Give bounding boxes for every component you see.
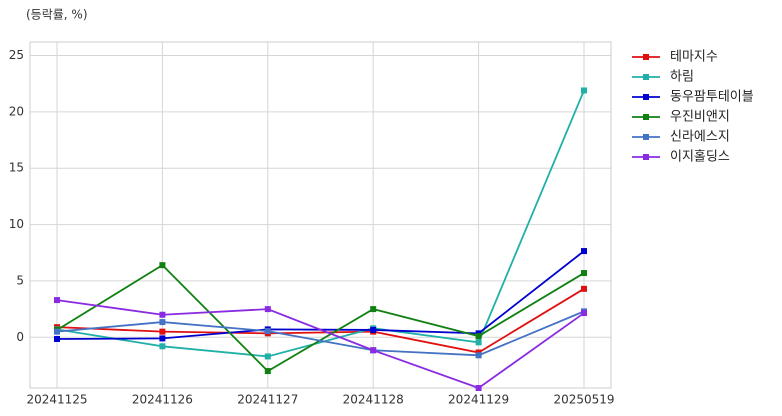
x-tick-label: 20241125: [26, 393, 87, 407]
marker: [581, 285, 587, 292]
legend-label: 동우팜투테이블: [670, 90, 754, 105]
series-line: [56, 250, 585, 340]
marker: [264, 353, 271, 360]
marker: [159, 319, 166, 326]
legend-label: 하림: [670, 70, 694, 85]
legend-marker: [643, 154, 649, 160]
marker: [159, 262, 166, 269]
legend-label: 이지홀딩스: [670, 150, 730, 165]
legend-marker: [643, 54, 649, 60]
marker: [159, 311, 166, 318]
marker: [581, 87, 587, 94]
plot-frame: [29, 41, 612, 389]
y-tick-label: 0: [16, 330, 24, 344]
y-axis-label: (등락률, %): [26, 8, 88, 22]
marker: [159, 328, 166, 335]
series-line: [56, 310, 585, 357]
marker: [475, 352, 482, 359]
x-tick-label: 20241127: [237, 393, 298, 407]
y-tick-label: 10: [9, 217, 24, 231]
marker: [581, 248, 587, 255]
series-line: [56, 90, 585, 358]
marker: [264, 306, 271, 313]
y-tick-label: 25: [9, 48, 24, 62]
marker: [159, 335, 166, 342]
marker: [370, 306, 377, 313]
marker: [581, 310, 587, 317]
legend-label: 테마지수: [670, 50, 718, 65]
y-tick-label: 5: [16, 273, 24, 287]
series-line: [56, 299, 585, 390]
legend-marker: [643, 74, 649, 80]
legend-marker: [643, 114, 649, 120]
y-tick-label: 15: [9, 161, 24, 175]
series-line: [56, 288, 585, 354]
x-tick-label: 20250519: [553, 393, 614, 407]
marker: [475, 339, 482, 346]
marker: [54, 335, 60, 342]
legend-label: 우진비앤지: [670, 110, 730, 125]
marker: [475, 385, 482, 391]
x-tick-label: 20241128: [343, 393, 404, 407]
marker: [54, 328, 60, 335]
marker: [54, 297, 60, 304]
marker: [264, 328, 271, 335]
marker: [264, 368, 271, 375]
marker: [159, 343, 166, 350]
legend-marker: [643, 94, 649, 100]
x-tick-label: 20241129: [448, 393, 509, 407]
x-tick-label: 20241126: [132, 393, 193, 407]
marker: [370, 347, 377, 354]
marker: [370, 326, 377, 333]
marker: [475, 333, 482, 340]
marker: [581, 270, 587, 277]
legend-label: 신라에스지: [670, 130, 730, 145]
y-tick-label: 20: [9, 104, 24, 118]
legend-marker: [643, 134, 649, 140]
